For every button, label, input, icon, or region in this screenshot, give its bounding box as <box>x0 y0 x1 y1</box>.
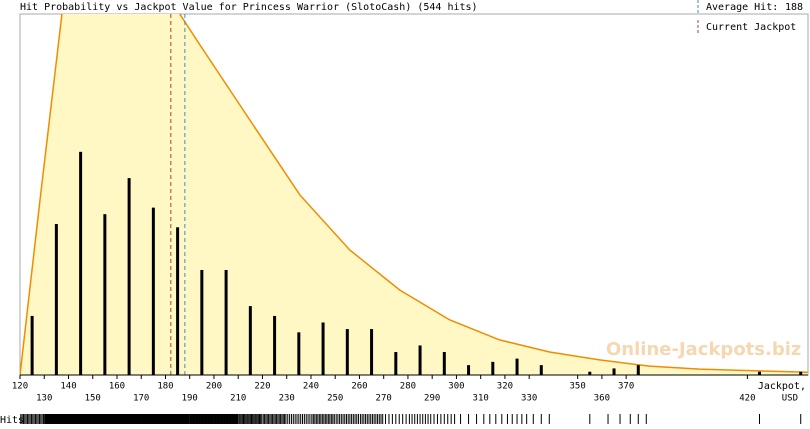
x-tick-label: 280 <box>400 382 416 392</box>
bar <box>345 329 349 375</box>
chart-title: Hit Probability vs Jackpot Value for Pri… <box>20 2 478 13</box>
legend-current-label: Current Jackpot <box>706 22 796 33</box>
bar <box>370 329 374 375</box>
bar <box>491 361 495 375</box>
bar <box>297 332 301 375</box>
bar <box>127 178 131 375</box>
bar <box>418 345 422 375</box>
x-axis-unit: USD <box>782 394 798 404</box>
bar <box>103 214 107 375</box>
x-tick-label: 180 <box>157 382 173 392</box>
watermark: Online-Jackpots.biz <box>606 339 801 360</box>
bar <box>30 315 34 375</box>
bar <box>54 224 58 375</box>
x-tick-label: 120 <box>12 382 28 392</box>
bar <box>224 269 228 375</box>
x-tick-label: 170 <box>133 394 149 404</box>
x-tick-label: 140 <box>60 382 76 392</box>
x-tick-label: 290 <box>424 394 440 404</box>
x-tick-label: 260 <box>351 382 367 392</box>
x-tick-label: 130 <box>36 394 52 404</box>
legend-average-label: Average Hit: <box>706 2 778 13</box>
bar <box>636 365 640 375</box>
bar <box>467 365 471 375</box>
bar <box>442 352 446 375</box>
x-tick-label: 330 <box>521 394 537 404</box>
x-axis-label: Jackpot, <box>758 381 806 392</box>
bar <box>515 358 519 375</box>
bar <box>758 371 762 375</box>
x-tick-label: 250 <box>327 394 343 404</box>
bar <box>248 306 252 375</box>
x-tick-label: 220 <box>254 382 270 392</box>
x-tick-label: 370 <box>618 382 634 392</box>
bar <box>588 371 592 375</box>
rug-label: Hits <box>0 415 24 425</box>
x-tick-label: 240 <box>303 382 319 392</box>
bar <box>321 322 325 375</box>
x-tick-label: 230 <box>279 394 295 404</box>
bar <box>612 368 616 375</box>
x-tick-label: 270 <box>376 394 392 404</box>
x-tick-label: 310 <box>473 394 489 404</box>
x-tick-label: 420 <box>739 394 755 404</box>
bar <box>176 227 180 375</box>
bar <box>151 207 155 375</box>
plot <box>20 14 808 375</box>
bar <box>79 151 83 375</box>
x-tick-label: 320 <box>497 382 513 392</box>
curve-line <box>20 14 808 375</box>
x-tick-label: 300 <box>448 382 464 392</box>
curve-area <box>20 14 808 375</box>
x-tick-label: 350 <box>570 382 586 392</box>
x-tick-label: 190 <box>182 394 198 404</box>
bar <box>273 315 277 375</box>
bar <box>394 352 398 375</box>
legend-average-value: 188 <box>785 2 803 13</box>
bar <box>539 365 543 375</box>
bar <box>200 269 204 375</box>
x-tick-label: 160 <box>109 382 125 392</box>
x-tick-label: 210 <box>230 394 246 404</box>
x-tick-label: 200 <box>206 382 222 392</box>
x-tick-label: 150 <box>85 394 101 404</box>
x-tick-label: 360 <box>594 394 610 404</box>
bar <box>799 371 803 375</box>
